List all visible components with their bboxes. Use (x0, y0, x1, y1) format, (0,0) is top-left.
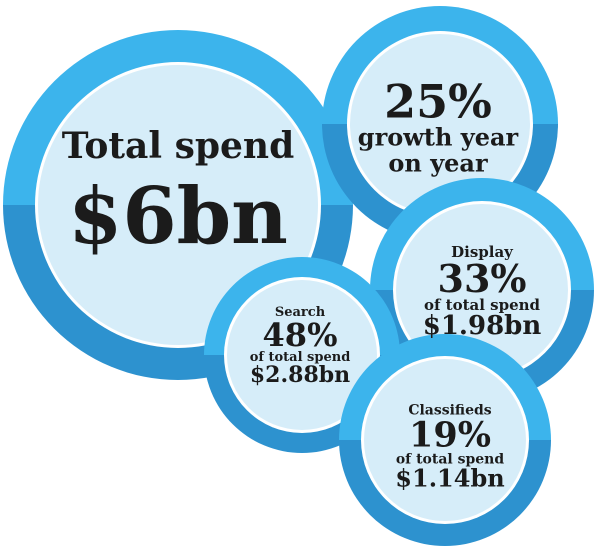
inner (364, 359, 526, 521)
label: growth year on year (357, 122, 519, 178)
value: 19% (409, 414, 491, 456)
note: of total spend (395, 451, 505, 468)
inner (350, 34, 530, 214)
amount: $2.88bn (249, 362, 351, 388)
value: 25% (384, 74, 492, 129)
value: $6bn (68, 171, 288, 262)
bubble-display: Display 33% of total spend $1.98bn (397, 243, 567, 341)
label: Display (451, 243, 513, 261)
value: 33% (437, 256, 527, 301)
amount: $1.14bn (395, 463, 505, 493)
label: Total spend (61, 125, 295, 167)
bubble-search: Search 48% of total spend $2.88bn (225, 306, 375, 386)
bubble-classifieds: Classifieds 19% of total spend $1.14bn (370, 404, 530, 491)
inner (227, 280, 377, 430)
label: Classifieds (408, 402, 492, 419)
bubble-total: Total spend $6bn (58, 128, 298, 256)
note: of total spend (249, 350, 351, 365)
value: 48% (262, 316, 338, 354)
amount: $1.98bn (422, 311, 542, 341)
label: Search (274, 305, 326, 320)
inner (396, 204, 568, 376)
bubble-growth: 25% growth year on year (353, 79, 523, 178)
note: of total spend (423, 296, 541, 314)
